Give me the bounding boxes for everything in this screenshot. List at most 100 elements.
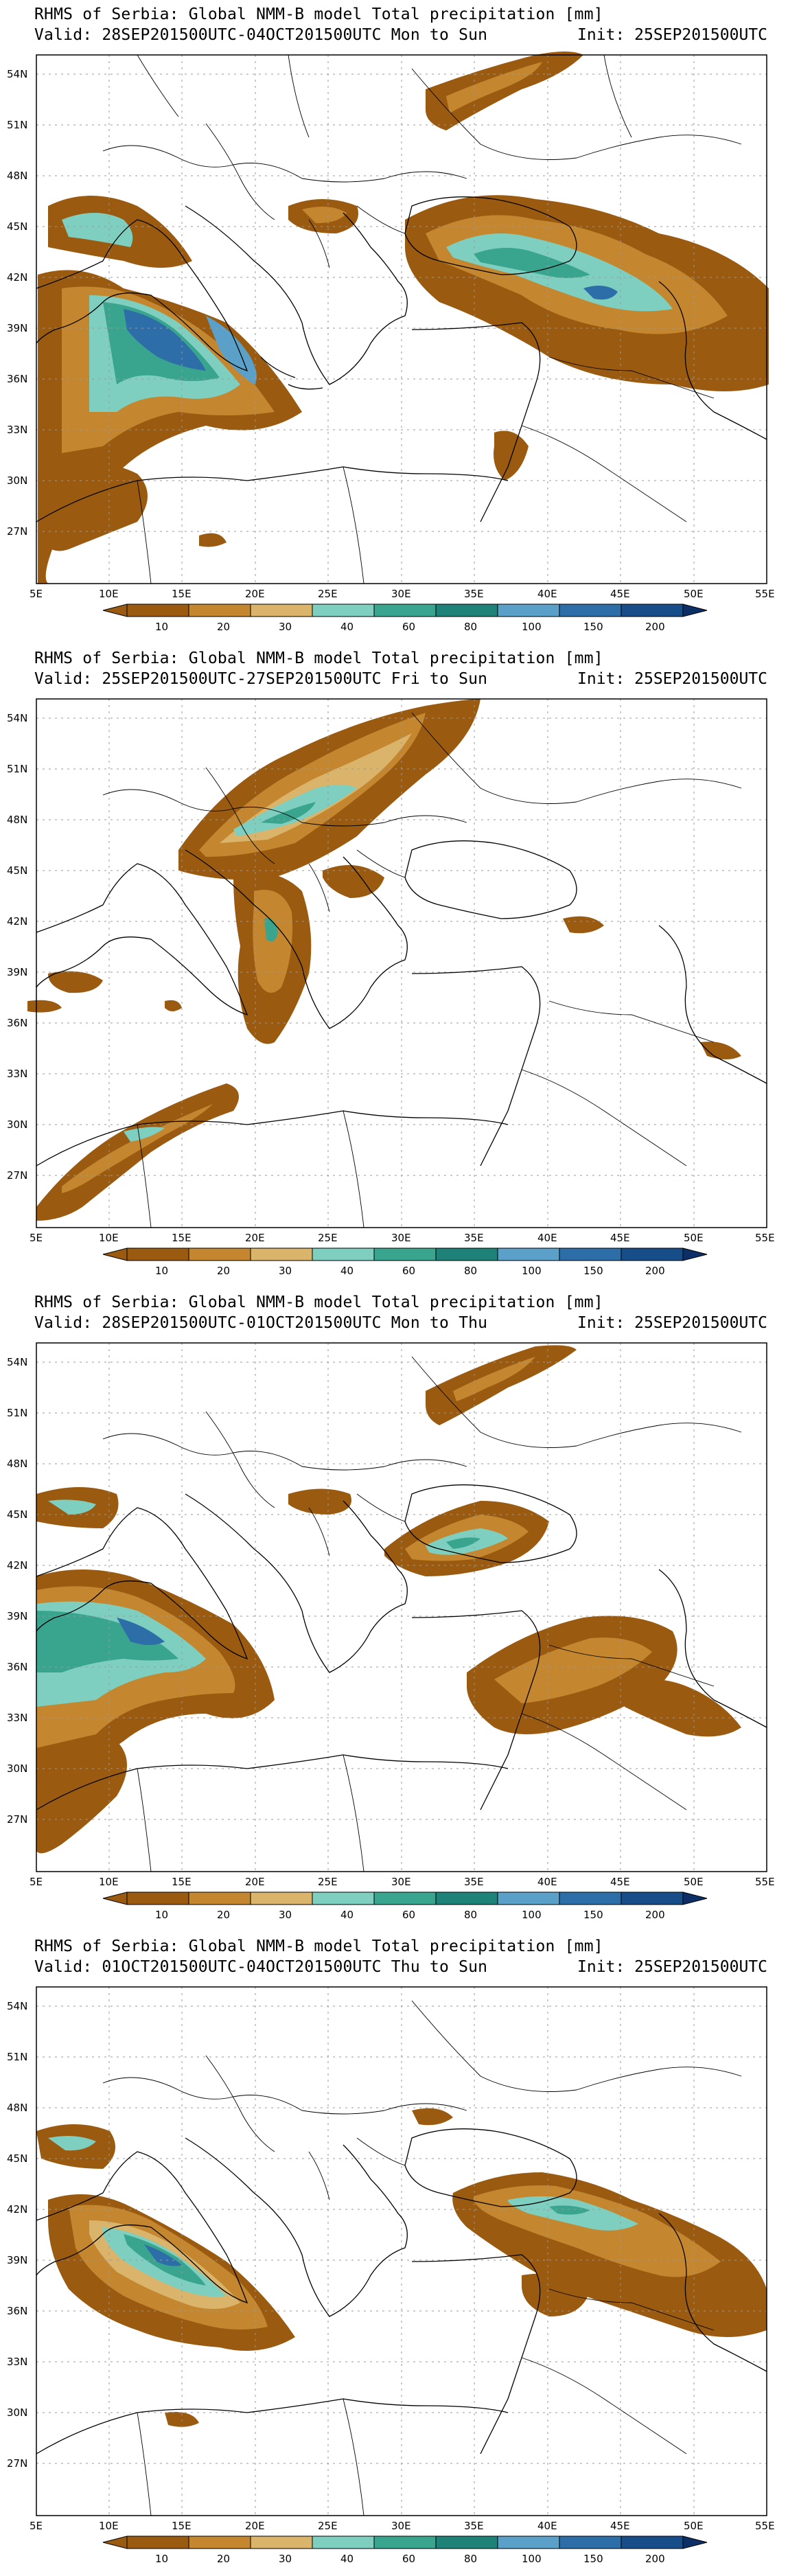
svg-text:15E: 15E [172, 1876, 192, 1888]
svg-text:35E: 35E [464, 2520, 484, 2532]
svg-text:20: 20 [217, 1909, 230, 1921]
svg-text:20: 20 [217, 1265, 230, 1277]
svg-text:55E: 55E [755, 588, 775, 600]
svg-text:30E: 30E [391, 1232, 411, 1244]
svg-text:51N: 51N [7, 119, 27, 131]
svg-text:42N: 42N [7, 2203, 27, 2216]
svg-text:55E: 55E [755, 2520, 775, 2532]
svg-text:10E: 10E [99, 1232, 119, 1244]
svg-text:60: 60 [402, 621, 415, 633]
svg-text:40: 40 [340, 2553, 354, 2565]
svg-text:40E: 40E [537, 2520, 557, 2532]
svg-text:36N: 36N [7, 1661, 27, 1673]
svg-text:150: 150 [583, 1265, 603, 1277]
svg-text:10: 10 [155, 1265, 168, 1277]
svg-text:50E: 50E [684, 1876, 704, 1888]
svg-text:27N: 27N [7, 2457, 27, 2470]
svg-text:45E: 45E [610, 1876, 630, 1888]
svg-text:30E: 30E [391, 2520, 411, 2532]
svg-text:33N: 33N [7, 424, 27, 436]
svg-text:5E: 5E [30, 1876, 43, 1888]
map-panel-1: RHMS of Serbia: Global NMM-B model Total… [0, 0, 788, 644]
precipitation-map: 54N 51N 48N 45N 42N 39N 36N 33N 30N 27N 5E 10E… [0, 644, 788, 1288]
svg-text:30: 30 [279, 1265, 292, 1277]
svg-text:20: 20 [217, 2553, 230, 2565]
svg-text:30E: 30E [391, 1876, 411, 1888]
svg-text:33N: 33N [7, 1068, 27, 1080]
svg-text:36N: 36N [7, 2305, 27, 2317]
lon-axis-labels: 5E 10E 15E 20E 25E 30E 35E 40E 45E 50E 55E [30, 588, 775, 600]
country-borders [103, 713, 741, 1228]
colorbar: 10 20 30 40 60 80 100 150 200 [103, 1248, 707, 1277]
svg-text:10E: 10E [99, 588, 119, 600]
svg-text:33N: 33N [7, 2356, 27, 2368]
svg-text:25E: 25E [318, 2520, 338, 2532]
svg-text:20E: 20E [245, 1232, 265, 1244]
svg-text:30E: 30E [391, 588, 411, 600]
svg-text:45N: 45N [7, 1508, 27, 1521]
svg-text:150: 150 [583, 621, 603, 633]
svg-text:15E: 15E [172, 1232, 192, 1244]
svg-text:80: 80 [464, 1909, 477, 1921]
svg-text:30: 30 [279, 2553, 292, 2565]
svg-text:51N: 51N [7, 763, 27, 775]
svg-text:54N: 54N [7, 1356, 27, 1368]
svg-text:100: 100 [522, 1909, 542, 1921]
svg-text:36N: 36N [7, 373, 27, 385]
svg-text:15E: 15E [172, 2520, 192, 2532]
colorbar: 10 20 30 40 60 80 100 150 200 [103, 1892, 707, 1921]
svg-text:150: 150 [583, 2553, 603, 2565]
svg-text:48N: 48N [7, 814, 27, 826]
svg-text:10: 10 [155, 1909, 168, 1921]
svg-text:20E: 20E [245, 588, 265, 600]
svg-text:40: 40 [340, 1909, 354, 1921]
svg-text:60: 60 [402, 2553, 415, 2565]
svg-text:45E: 45E [610, 588, 630, 600]
svg-text:80: 80 [464, 621, 477, 633]
svg-text:55E: 55E [755, 1232, 775, 1244]
svg-text:30N: 30N [7, 1762, 27, 1775]
svg-text:42N: 42N [7, 915, 27, 928]
svg-text:45N: 45N [7, 864, 27, 877]
svg-text:80: 80 [464, 2553, 477, 2565]
svg-text:39N: 39N [7, 966, 27, 978]
svg-text:50E: 50E [684, 588, 704, 600]
map-panel-2: RHMS of Serbia: Global NMM-B model Total… [0, 644, 788, 1288]
svg-text:5E: 5E [30, 2520, 43, 2532]
svg-text:42N: 42N [7, 1559, 27, 1572]
svg-text:48N: 48N [7, 2102, 27, 2114]
svg-text:30N: 30N [7, 474, 27, 487]
svg-text:200: 200 [645, 1265, 665, 1277]
svg-text:54N: 54N [7, 2000, 27, 2012]
svg-text:200: 200 [645, 1909, 665, 1921]
svg-text:25E: 25E [318, 1232, 338, 1244]
svg-text:39N: 39N [7, 322, 27, 334]
svg-text:50E: 50E [684, 1232, 704, 1244]
svg-text:60: 60 [402, 1265, 415, 1277]
svg-text:35E: 35E [464, 1876, 484, 1888]
svg-text:100: 100 [522, 621, 542, 633]
lon-axis-labels: 5E 10E 15E 20E 25E 30E 35E 40E 45E 50E 55E [30, 1876, 775, 1888]
svg-text:30N: 30N [7, 2406, 27, 2419]
lat-axis-labels: 54N 51N 48N 45N 42N 39N 36N 33N 30N 27N [7, 1356, 27, 1826]
svg-text:36N: 36N [7, 1017, 27, 1029]
precipitation-fields [36, 1345, 741, 1853]
svg-text:48N: 48N [7, 1458, 27, 1470]
svg-text:20E: 20E [245, 1876, 265, 1888]
svg-text:40: 40 [340, 1265, 354, 1277]
svg-text:10E: 10E [99, 1876, 119, 1888]
lon-axis-labels: 5E 10E 15E 20E 25E 30E 35E 40E 45E 50E 55E [30, 1232, 775, 1244]
svg-text:30N: 30N [7, 1118, 27, 1131]
svg-text:27N: 27N [7, 1169, 27, 1182]
svg-text:50E: 50E [684, 2520, 704, 2532]
svg-text:45E: 45E [610, 1232, 630, 1244]
svg-text:51N: 51N [7, 2051, 27, 2063]
svg-text:45E: 45E [610, 2520, 630, 2532]
precipitation-map: 54N 51N 48N 45N 42N 39N 36N 33N 30N 27N 5E 10E… [0, 1932, 788, 2576]
svg-text:10: 10 [155, 621, 168, 633]
svg-text:45N: 45N [7, 2152, 27, 2165]
colorbar: 10 20 30 40 60 80 100 150 200 [103, 2536, 707, 2565]
svg-text:39N: 39N [7, 1610, 27, 1622]
svg-text:40: 40 [340, 621, 354, 633]
svg-text:27N: 27N [7, 1813, 27, 1826]
